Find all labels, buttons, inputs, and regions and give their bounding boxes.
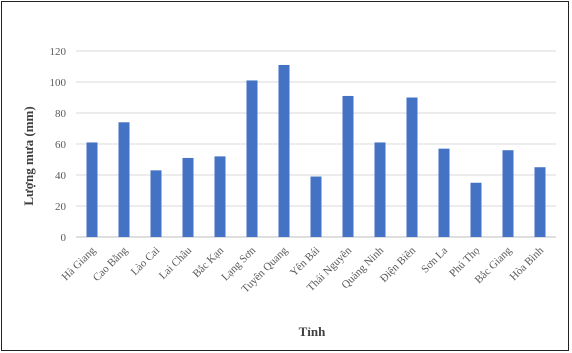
y-tick-label: 40 xyxy=(55,170,67,182)
bar xyxy=(182,157,194,237)
bar xyxy=(438,148,450,237)
x-axis-title: Tỉnh xyxy=(299,324,327,339)
y-axis-title: Lượng mưa (mm) xyxy=(21,106,36,205)
bar xyxy=(310,176,322,237)
bar xyxy=(214,156,226,237)
bar xyxy=(342,95,354,237)
x-tick-label: Lai Châu xyxy=(157,244,195,282)
bars xyxy=(86,64,546,237)
y-tick-label: 20 xyxy=(55,201,67,213)
y-tick-label: 100 xyxy=(50,77,67,89)
bar xyxy=(86,142,98,237)
bar xyxy=(150,170,162,237)
x-tick-label: Điện Biên xyxy=(378,244,419,285)
y-tick-label: 80 xyxy=(55,108,67,120)
x-tick-label: Cao Bằng xyxy=(91,244,131,284)
x-tick-label: Hòa Bình xyxy=(508,244,547,283)
bar xyxy=(502,150,514,237)
bar xyxy=(246,80,258,237)
y-tick-label: 60 xyxy=(55,139,67,151)
bar xyxy=(374,142,386,237)
bar xyxy=(470,182,482,237)
y-tick-label: 0 xyxy=(61,232,67,244)
y-tick-label: 120 xyxy=(50,46,67,58)
bar xyxy=(534,167,546,237)
bar xyxy=(118,122,130,237)
x-tick-label: Sơn La xyxy=(419,245,450,276)
bar xyxy=(278,64,290,237)
bar xyxy=(406,97,418,237)
